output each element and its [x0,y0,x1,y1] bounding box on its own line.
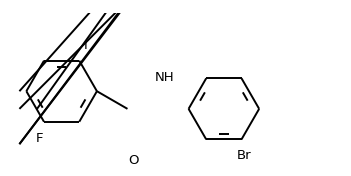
Text: NH: NH [155,71,174,84]
Text: F: F [36,133,44,145]
Text: O: O [128,154,139,167]
Text: I: I [84,39,87,52]
Text: Br: Br [236,149,251,162]
